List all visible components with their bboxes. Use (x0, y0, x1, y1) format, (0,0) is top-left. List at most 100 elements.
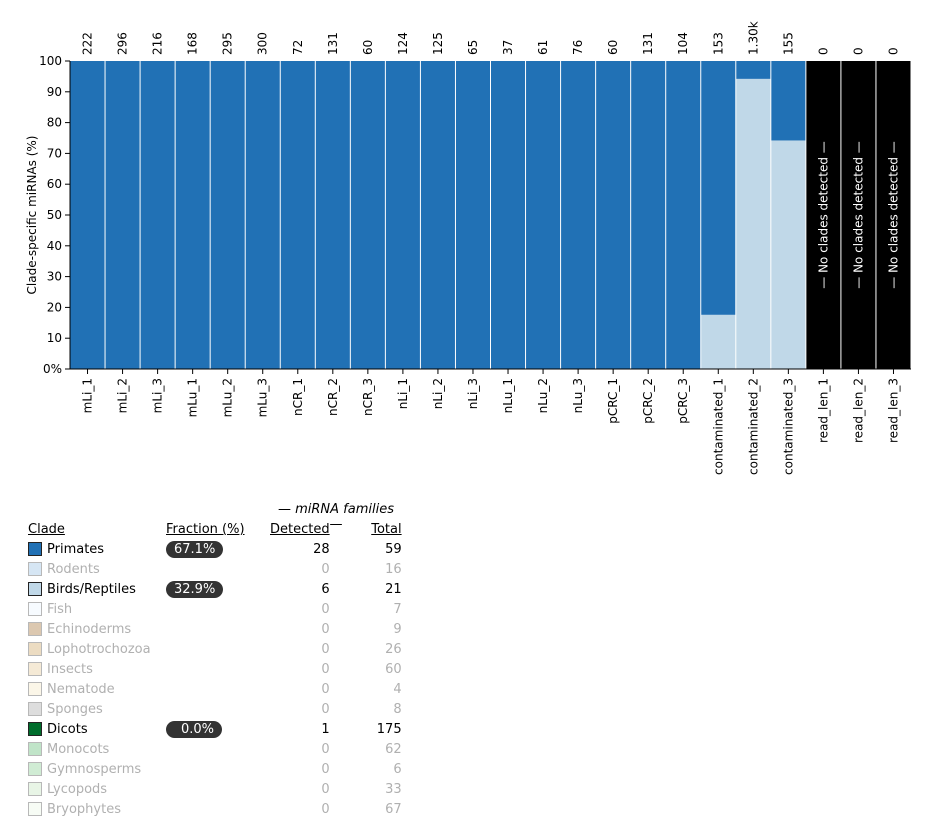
legend-row-echinoderms: Echinoderms 0 9 (28, 619, 402, 639)
bar-birds-reptiles (736, 78, 771, 369)
no-clades-label: — No clades detected — (886, 141, 900, 289)
clade-swatch (28, 662, 42, 676)
total-count: 9 (393, 621, 402, 637)
total-count: 62 (385, 741, 402, 757)
x-tick-label: read_len_1 (816, 378, 830, 443)
count-label: 295 (221, 32, 235, 55)
detected-count: 6 (321, 581, 330, 597)
clade-swatch (28, 762, 42, 776)
total-count: 59 (385, 541, 402, 557)
clade-swatch (28, 622, 42, 636)
x-tick-label: nCR_2 (326, 378, 340, 416)
x-tick-label: mLi_1 (81, 378, 95, 413)
no-clades-label: — No clades detected — (851, 141, 865, 289)
x-tick-label: contaminated_3 (781, 378, 795, 475)
bar-primates (315, 61, 350, 369)
x-tick-label: pCRC_2 (641, 378, 655, 424)
x-tick-label: nLi_1 (396, 378, 410, 409)
bar-primates (350, 61, 385, 369)
bar-primates (140, 61, 175, 369)
clade-name: Rodents (47, 561, 100, 577)
detected-count: 0 (321, 661, 330, 677)
mirna-families-header: — miRNA families — (277, 502, 394, 532)
bar-primates (701, 61, 736, 315)
x-tick-label: contaminated_2 (746, 378, 760, 475)
clade-name: Nematode (47, 681, 115, 697)
fraction-header: Fraction (%) (166, 521, 245, 537)
clade-name: Echinoderms (47, 621, 132, 637)
fraction-badge: 67.1% (166, 540, 224, 558)
clade-swatch (28, 542, 42, 556)
y-tick-label: 50 (47, 208, 62, 222)
clade-swatch (28, 722, 42, 736)
x-tick-label: mLi_2 (116, 378, 130, 413)
detected-count: 0 (321, 781, 330, 797)
fraction-badge: 0.0% (166, 720, 222, 738)
count-label: 131 (641, 32, 655, 55)
clade-name: Bryophytes (47, 801, 121, 817)
y-tick-label: 10 (47, 331, 62, 345)
detected-count: 0 (321, 801, 330, 817)
bar-primates (631, 61, 666, 369)
legend-row-bryophytes: Bryophytes 0 67 (28, 799, 402, 819)
total-count: 6 (393, 761, 402, 777)
bar-primates (385, 61, 420, 369)
detected-count: 0 (321, 561, 330, 577)
x-tick-label: read_len_2 (851, 378, 865, 443)
detected-count: 28 (313, 541, 330, 557)
count-label: 125 (431, 32, 445, 55)
total-count: 175 (376, 721, 402, 737)
x-tick-label: mLu_2 (221, 378, 235, 417)
x-tick-label: nLu_2 (536, 378, 550, 413)
bar-primates (70, 61, 105, 369)
detected-count: 0 (321, 601, 330, 617)
detected-count: 0 (321, 681, 330, 697)
clade-name: Primates (47, 541, 105, 557)
y-tick-label: 80 (47, 116, 62, 130)
bar-birds-reptiles (771, 140, 806, 369)
count-label: 124 (396, 32, 410, 55)
count-label: 155 (781, 32, 795, 55)
detected-count: 0 (321, 741, 330, 757)
count-label: 104 (676, 32, 690, 55)
count-label: 1.30k (746, 21, 760, 55)
clade-swatch (28, 582, 42, 596)
detected-count: 0 (321, 641, 330, 657)
x-tick-label: nLi_3 (466, 378, 480, 409)
count-label: 65 (466, 40, 480, 55)
clade-swatch (28, 702, 42, 716)
empty-bar (841, 61, 876, 369)
legend-row-lophotrochozoa: Lophotrochozoa 0 26 (28, 639, 402, 659)
y-tick-label: 40 (47, 239, 62, 253)
x-tick-label: mLu_3 (256, 378, 270, 417)
y-tick-label: 60 (47, 177, 62, 191)
x-tick-label: nLu_3 (571, 378, 585, 413)
clade-swatch (28, 682, 42, 696)
clade-swatch (28, 742, 42, 756)
count-label: 72 (291, 40, 305, 55)
y-axis-label: Clade-specific miRNAs (%) (25, 136, 39, 295)
clade-table: Clade Fraction (%) Detected Total Primat… (28, 502, 402, 819)
x-tick-label: nLu_1 (501, 378, 515, 413)
count-label: 168 (186, 32, 200, 55)
x-tick-label: read_len_3 (886, 378, 900, 443)
legend-row-lycopods: Lycopods 0 33 (28, 779, 402, 799)
bar-primates (245, 61, 280, 369)
clade-name: Insects (47, 661, 93, 677)
total-count: 4 (393, 681, 402, 697)
count-label: 0 (851, 47, 865, 55)
detected-count: 0 (321, 701, 330, 717)
total-count: 21 (385, 581, 402, 597)
total-count: 7 (393, 601, 402, 617)
clade-name: Dicots (47, 721, 88, 737)
clade-name: Gymnosperms (47, 761, 142, 777)
bar-birds-reptiles (701, 314, 736, 369)
legend-row-sponges: Sponges 0 8 (28, 699, 402, 719)
legend-row-gymnosperms: Gymnosperms 0 6 (28, 759, 402, 779)
x-tick-label: pCRC_1 (606, 378, 620, 424)
no-clades-label: — No clades detected — (816, 141, 830, 289)
bar-primates (526, 61, 561, 369)
legend-row-birds-reptiles: Birds/Reptiles 32.9% 6 21 (28, 579, 402, 599)
y-tick-label: 30 (47, 270, 62, 284)
count-label: 131 (326, 32, 340, 55)
